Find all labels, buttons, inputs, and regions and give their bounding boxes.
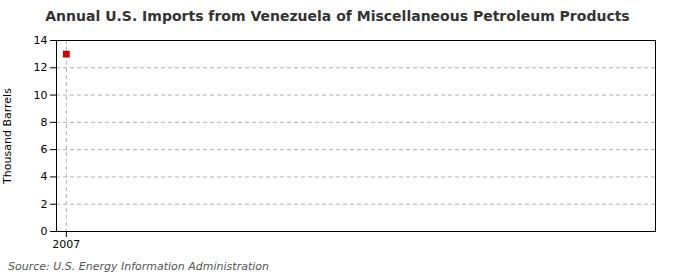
svg-text:2: 2: [41, 198, 48, 211]
svg-text:8: 8: [41, 116, 48, 129]
svg-text:10: 10: [34, 89, 48, 102]
svg-text:6: 6: [41, 143, 48, 156]
svg-text:4: 4: [41, 170, 48, 183]
html-text:Annual U.S. Imports from Venez: Annual U.S. Imports from Venezuela of Mi…: [45, 8, 630, 24]
svg-text:0: 0: [41, 225, 48, 238]
svg-text:14: 14: [34, 34, 48, 47]
svg-text:12: 12: [34, 61, 48, 74]
svg-text:Thousand Barrels: Thousand Barrels: [1, 88, 14, 185]
html-text:Source: U.S. Energy Informatio: Source: U.S. Energy Information Administ…: [8, 260, 269, 273]
svg-text:2007: 2007: [52, 238, 80, 251]
